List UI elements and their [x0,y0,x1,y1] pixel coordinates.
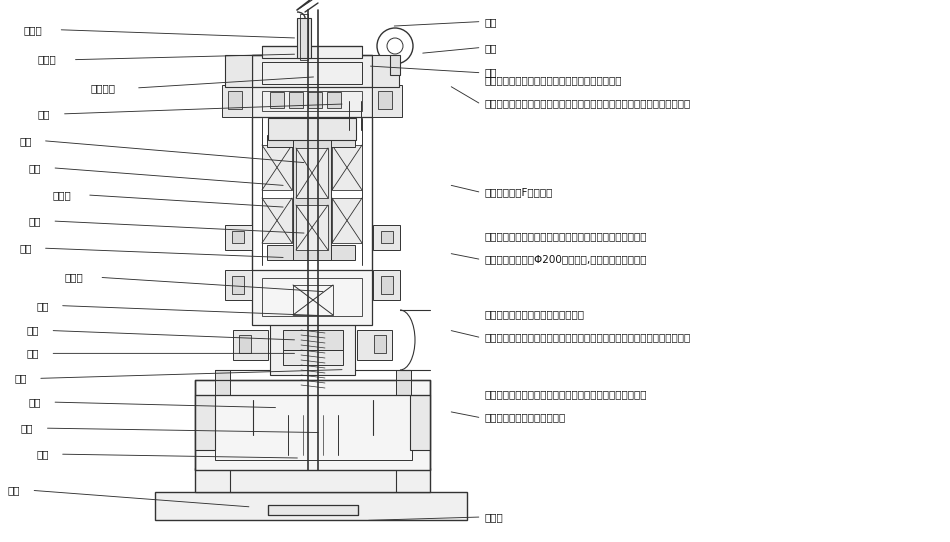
Bar [252,85,372,117]
Text: 底座: 底座 [8,486,20,495]
Bar [372,85,402,117]
Bar [327,92,341,108]
Text: 油室根据客户要求可装有漏水检测探头，当机械密封损坏水进入油室，探头: 油室根据客户要求可装有漏水检测探头，当机械密封损坏水进入油室，探头 [484,332,691,342]
Bar [296,148,328,198]
Bar [300,14,308,60]
Bar [283,350,343,365]
Bar [262,278,362,316]
Text: 轴承: 轴承 [28,216,41,226]
Bar [374,335,386,353]
Bar [225,270,252,300]
Bar [225,55,252,87]
Bar [270,92,284,108]
Bar [332,145,362,190]
Bar [293,140,331,260]
Bar [293,285,333,315]
Bar [233,330,268,360]
Text: 密封件: 密封件 [65,273,84,282]
Bar [396,370,411,395]
Bar [252,270,372,325]
Bar [289,92,303,108]
Bar [373,270,400,300]
Bar [262,198,292,243]
Text: 搅匀盘: 搅匀盘 [484,512,504,522]
Bar [232,276,244,294]
Text: 压盖: 压盖 [27,326,39,335]
Text: 电机壳: 电机壳 [52,190,71,200]
Bar [357,330,392,360]
Bar [239,335,251,353]
Bar [372,55,399,87]
Text: 转子: 转子 [19,136,31,146]
Text: 独特的叶轮，具有很大的流量，能够通过大的物体及纤维。: 独特的叶轮，具有很大的流量，能够通过大的物体及纤维。 [484,390,647,399]
Bar [267,245,355,260]
Bar [381,276,393,294]
Bar [262,62,362,84]
Bar [390,55,400,75]
Circle shape [215,483,229,497]
Bar [262,46,362,58]
Bar [155,492,467,520]
Bar [296,205,328,250]
Text: 吊钩: 吊钩 [484,43,497,53]
Bar [252,55,372,87]
Text: 出现漏水时，探头发出信号，控制系统对泵保护。: 出现漏水时，探头发出信号，控制系统对泵保护。 [484,75,622,85]
Text: 护套: 护套 [484,68,497,78]
Bar [268,505,358,515]
Bar [270,320,355,375]
Bar [267,135,355,147]
Bar [215,370,230,395]
Bar [262,145,292,190]
Text: 根据客户要求可配全自动安全保护控制柜的泵接线腔内设有漏水检测探头，: 根据客户要求可配全自动安全保护控制柜的泵接线腔内设有漏水检测探头， [484,98,691,108]
Bar [381,231,393,243]
Circle shape [397,483,411,497]
Text: 电缆: 电缆 [484,17,497,27]
Text: 封圈: 封圈 [36,301,48,311]
Bar [283,330,343,350]
Bar [195,395,215,450]
Bar [228,91,242,109]
Text: 定子: 定子 [28,163,41,173]
Text: 接线端盖: 接线端盖 [90,83,115,93]
Bar [297,18,311,58]
Text: 电机盖: 电机盖 [24,25,43,35]
Bar [195,380,430,470]
Text: 外循环冷却系统，能保证水泵在水池的最低水位正常运转。: 外循环冷却系统，能保证水泵在水池的最低水位正常运转。 [484,231,647,241]
Text: 泵轴: 泵轴 [38,109,50,119]
Bar [222,85,252,117]
Bar [268,118,356,140]
Bar [225,225,252,250]
Bar [195,468,430,492]
Text: 电机定子采用F级绝缘。: 电机定子采用F级绝缘。 [484,187,553,197]
Bar [378,91,392,109]
Text: 泵体: 泵体 [28,397,41,407]
Text: 垫片: 垫片 [27,349,39,358]
Bar [215,395,412,460]
Text: 机械密封保证水泵可靠运行。: 机械密封保证水泵可靠运行。 [484,412,566,422]
Text: 发出信号由控制系统对泵实施保护。: 发出信号由控制系统对泵实施保护。 [484,309,584,319]
Bar [410,395,430,450]
Bar [308,92,322,108]
Bar [232,231,244,243]
Bar [332,198,362,243]
Text: 叶轮: 叶轮 [21,423,33,433]
Circle shape [306,293,320,307]
Text: 螺钉: 螺钉 [14,373,27,383]
Text: 接线板: 接线板 [38,55,57,64]
Text: 封圈: 封圈 [36,449,48,459]
Text: 油箱: 油箱 [19,243,31,253]
Text: 根据使用场合口径Φ200以上的泵,可根据用户需要采用: 根据使用场合口径Φ200以上的泵,可根据用户需要采用 [484,254,647,264]
Bar [262,91,362,111]
Circle shape [308,124,318,134]
Bar [373,225,400,250]
